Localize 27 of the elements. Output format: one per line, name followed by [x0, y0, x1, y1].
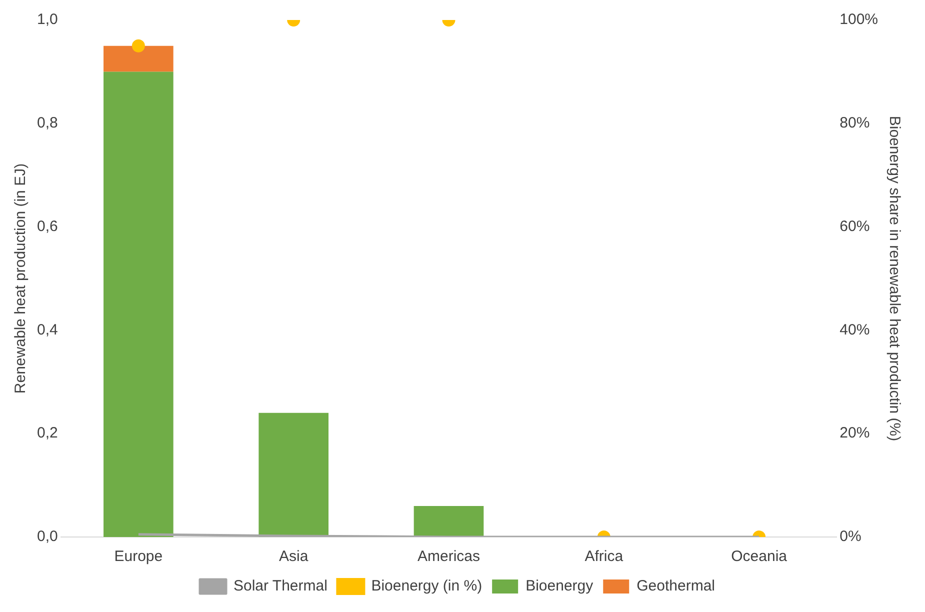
y2-tick-label: 40% [840, 321, 870, 338]
y-tick-label: 0,6 [36, 218, 58, 235]
legend-label: Geothermal [636, 578, 715, 595]
bar [258, 412, 328, 537]
legend-label: Solar Thermal [234, 578, 328, 595]
y2-tick-label: 0% [840, 528, 862, 546]
y2-tick-label: 60% [840, 218, 870, 235]
y2-tick-label: 20% [840, 424, 870, 442]
y2-tick-label: 100% [840, 11, 878, 28]
y-tick-label: 0,2 [36, 424, 58, 442]
y-tick-label: 0,4 [36, 321, 58, 338]
y2-axis-title: Bioenergy share in renewable heat productin (%) [886, 116, 903, 442]
x-tick-label: Americas [417, 548, 480, 566]
legend-label: Bioenergy [526, 578, 594, 595]
x-tick-label: Africa [584, 548, 624, 566]
y-tick-label: 0,0 [36, 528, 58, 546]
bar [104, 72, 174, 537]
legend-label: Bioenergy (in %) [371, 578, 482, 595]
bar [414, 506, 484, 537]
x-tick-label: Asia [278, 548, 309, 566]
x-tick-label: Europe [114, 548, 163, 566]
y-tick-label: 0,8 [36, 114, 58, 132]
x-tick-label: Oceania [731, 548, 788, 566]
y-tick-label: 1,0 [36, 11, 58, 28]
y2-tick-label: 80% [840, 114, 870, 132]
bar [104, 46, 174, 72]
y-axis-title: Renewable heat production (in EJ) [12, 163, 30, 394]
